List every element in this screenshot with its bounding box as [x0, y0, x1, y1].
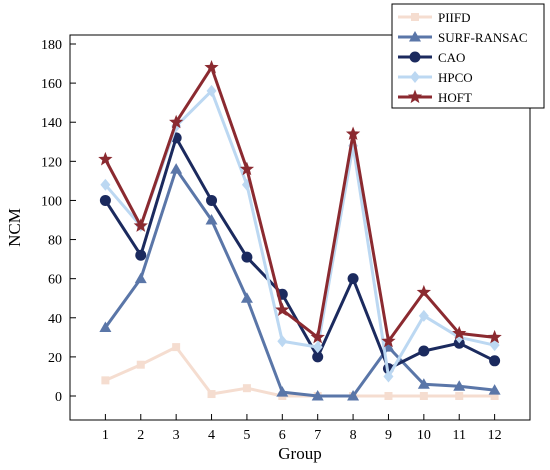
legend-label-surf-ransac: SURF-RANSAC [438, 30, 528, 45]
y-tick-label: 20 [48, 351, 62, 366]
y-axis-label: NCM [5, 208, 24, 247]
series-line-surf-ransac [104, 167, 495, 398]
x-tick-label: 12 [488, 428, 502, 443]
data-point-surf-ransac [347, 390, 360, 401]
y-tick-label: 100 [41, 194, 62, 209]
data-point-hoft [487, 329, 502, 344]
legend-marker-cao [409, 51, 421, 63]
data-point-hoft [345, 126, 361, 141]
data-point-surf-ransac [99, 321, 112, 333]
data-point-piifd [455, 392, 464, 400]
data-point-hpco [383, 370, 394, 383]
x-tick-label: 4 [208, 428, 215, 443]
x-tick-label: 5 [243, 428, 250, 443]
data-point-cao [241, 251, 253, 263]
x-tick-label: 9 [385, 428, 392, 443]
legend-label-hoft: HOFT [438, 90, 472, 105]
series-hoft [98, 59, 502, 348]
series-hpco [100, 84, 500, 383]
x-tick-label: 6 [279, 428, 286, 443]
data-point-cao [206, 194, 218, 206]
y-tick-label: 0 [55, 390, 62, 405]
data-point-piifd [419, 392, 428, 400]
legend-marker-surf-ransac [409, 31, 421, 42]
y-tick-label: 120 [41, 155, 62, 170]
y-tick-label: 140 [41, 116, 62, 131]
data-point-surf-ransac [311, 390, 324, 401]
data-point-cao [347, 273, 359, 285]
series-line-piifd [104, 345, 495, 398]
legend-label-hpco: HPCO [438, 70, 473, 85]
x-tick-label: 2 [137, 428, 144, 443]
legend-marker-piifd [411, 13, 419, 21]
data-point-hoft [169, 114, 184, 129]
data-point-hpco [277, 335, 288, 348]
legend-label-cao: CAO [438, 50, 465, 65]
y-tick-label: 80 [48, 234, 62, 249]
x-tick-label: 1 [102, 428, 109, 443]
series-cao [99, 132, 501, 375]
data-point-hoft [275, 302, 290, 317]
data-point-cao [135, 249, 147, 261]
data-point-hoft [133, 218, 148, 232]
x-tick-label: 7 [314, 428, 321, 443]
data-point-hoft [416, 284, 431, 299]
y-tick-label: 160 [41, 77, 62, 92]
data-point-hpco [206, 84, 217, 97]
data-point-surf-ransac [134, 272, 147, 284]
y-tick-label: 60 [48, 273, 62, 288]
data-point-piifd [101, 376, 110, 385]
series-surf-ransac [99, 163, 501, 401]
legend-marker-hoft [407, 89, 423, 104]
data-point-hoft [239, 161, 255, 176]
x-tick-label: 11 [452, 428, 465, 443]
data-point-cao [489, 355, 501, 367]
data-point-piifd [384, 392, 393, 400]
data-point-surf-ransac [170, 163, 183, 174]
data-point-piifd [490, 392, 499, 400]
data-point-surf-ransac [488, 384, 501, 395]
data-point-cao [312, 351, 324, 363]
data-point-surf-ransac [453, 380, 466, 391]
y-tick-label: 40 [48, 312, 62, 327]
data-point-hoft [452, 325, 467, 340]
data-point-cao [418, 345, 430, 357]
x-tick-label: 3 [173, 428, 180, 443]
legend-label-piifd: PIIFD [438, 10, 471, 25]
data-point-surf-ransac [240, 292, 253, 303]
x-axis-label: Group [278, 444, 321, 463]
series-line-hoft [104, 65, 495, 343]
data-point-surf-ransac [205, 214, 218, 225]
data-point-piifd [172, 343, 181, 352]
data-point-hpco [418, 309, 429, 322]
data-point-hoft [98, 151, 113, 166]
data-point-surf-ransac [276, 386, 289, 397]
plot-frame [69, 34, 531, 421]
series-line-hpco [104, 89, 495, 378]
x-tick-label: 8 [350, 428, 357, 443]
legend: PIIFD SURF-RANSAC CAO HPCO HOFT [391, 3, 545, 109]
data-point-piifd [136, 360, 145, 369]
series-layer [98, 59, 502, 401]
data-point-surf-ransac [417, 378, 430, 389]
data-point-hoft [204, 59, 219, 74]
data-point-hpco [312, 341, 323, 354]
x-tick-label: 10 [417, 428, 431, 443]
data-point-piifd [242, 384, 251, 393]
y-tick-label: 180 [41, 38, 62, 53]
data-point-hpco [100, 178, 111, 191]
series-piifd [101, 343, 499, 400]
data-point-cao [99, 194, 111, 206]
series-line-cao [104, 136, 496, 371]
data-point-piifd [207, 390, 216, 399]
data-point-hoft [381, 333, 396, 348]
data-point-hoft [310, 329, 325, 344]
legend-marker-hpco [410, 71, 420, 83]
